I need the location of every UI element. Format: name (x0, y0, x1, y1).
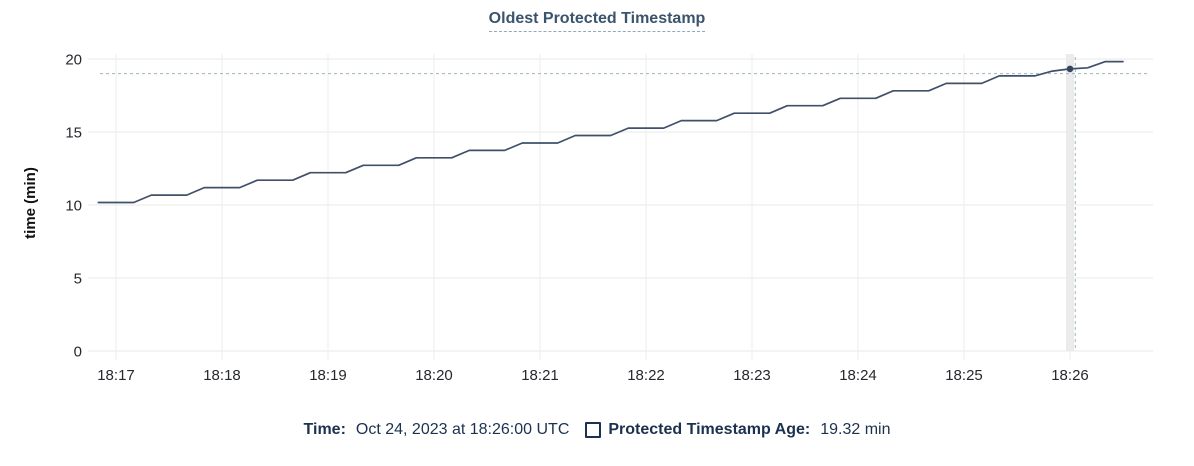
chart-title-row: Oldest Protected Timestamp (0, 10, 1194, 32)
x-gridlines-and-ticks: 18:17 18:18 18:19 18:20 18:21 18:22 18:23 18:24… (97, 54, 1089, 384)
x-tick-label: 18:17 (97, 367, 135, 384)
y-tick-label: 0 (74, 344, 82, 361)
x-tick-label: 18:22 (627, 367, 665, 384)
legend-time-label: Time: (303, 421, 346, 438)
y-tick-label: 10 (65, 198, 82, 215)
legend-time-item: Time: Oct 24, 2023 at 18:26:00 UTC (304, 420, 570, 440)
legend-time-value: Oct 24, 2023 at 18:26:00 UTC (355, 421, 570, 438)
y-axis-title: time (min) (22, 167, 39, 239)
hover-legend: Time: Oct 24, 2023 at 18:26:00 UTC Prote… (0, 420, 1194, 440)
y-tick-label: 15 (65, 125, 82, 142)
x-tick-label: 18:19 (309, 367, 347, 384)
hovered-data-point (1066, 65, 1074, 73)
y-tick-label: 5 (74, 271, 82, 288)
y-tick-label: 20 (65, 52, 82, 69)
x-tick-label: 18:24 (839, 367, 877, 384)
x-tick-label: 18:20 (415, 367, 453, 384)
series-toggle-checkbox[interactable] (585, 422, 602, 438)
series-line-protected-timestamp-age (97, 60, 1124, 204)
y-gridlines-and-ticks: 0 5 10 15 20 (65, 52, 1153, 361)
legend-series-item: Protected Timestamp Age: 19.32 min (585, 420, 890, 440)
chart-title[interactable]: Oldest Protected Timestamp (488, 10, 706, 32)
x-tick-label: 18:23 (733, 367, 771, 384)
x-tick-label: 18:25 (945, 367, 983, 384)
x-tick-label: 18:18 (203, 367, 241, 384)
chart-plot-area[interactable] (88, 46, 1153, 351)
x-tick-label: 18:26 (1051, 367, 1089, 384)
legend-series-label: Protected Timestamp Age: (608, 421, 811, 438)
x-tick-label: 18:21 (521, 367, 559, 384)
legend-series-value: 19.32 min (820, 421, 891, 438)
